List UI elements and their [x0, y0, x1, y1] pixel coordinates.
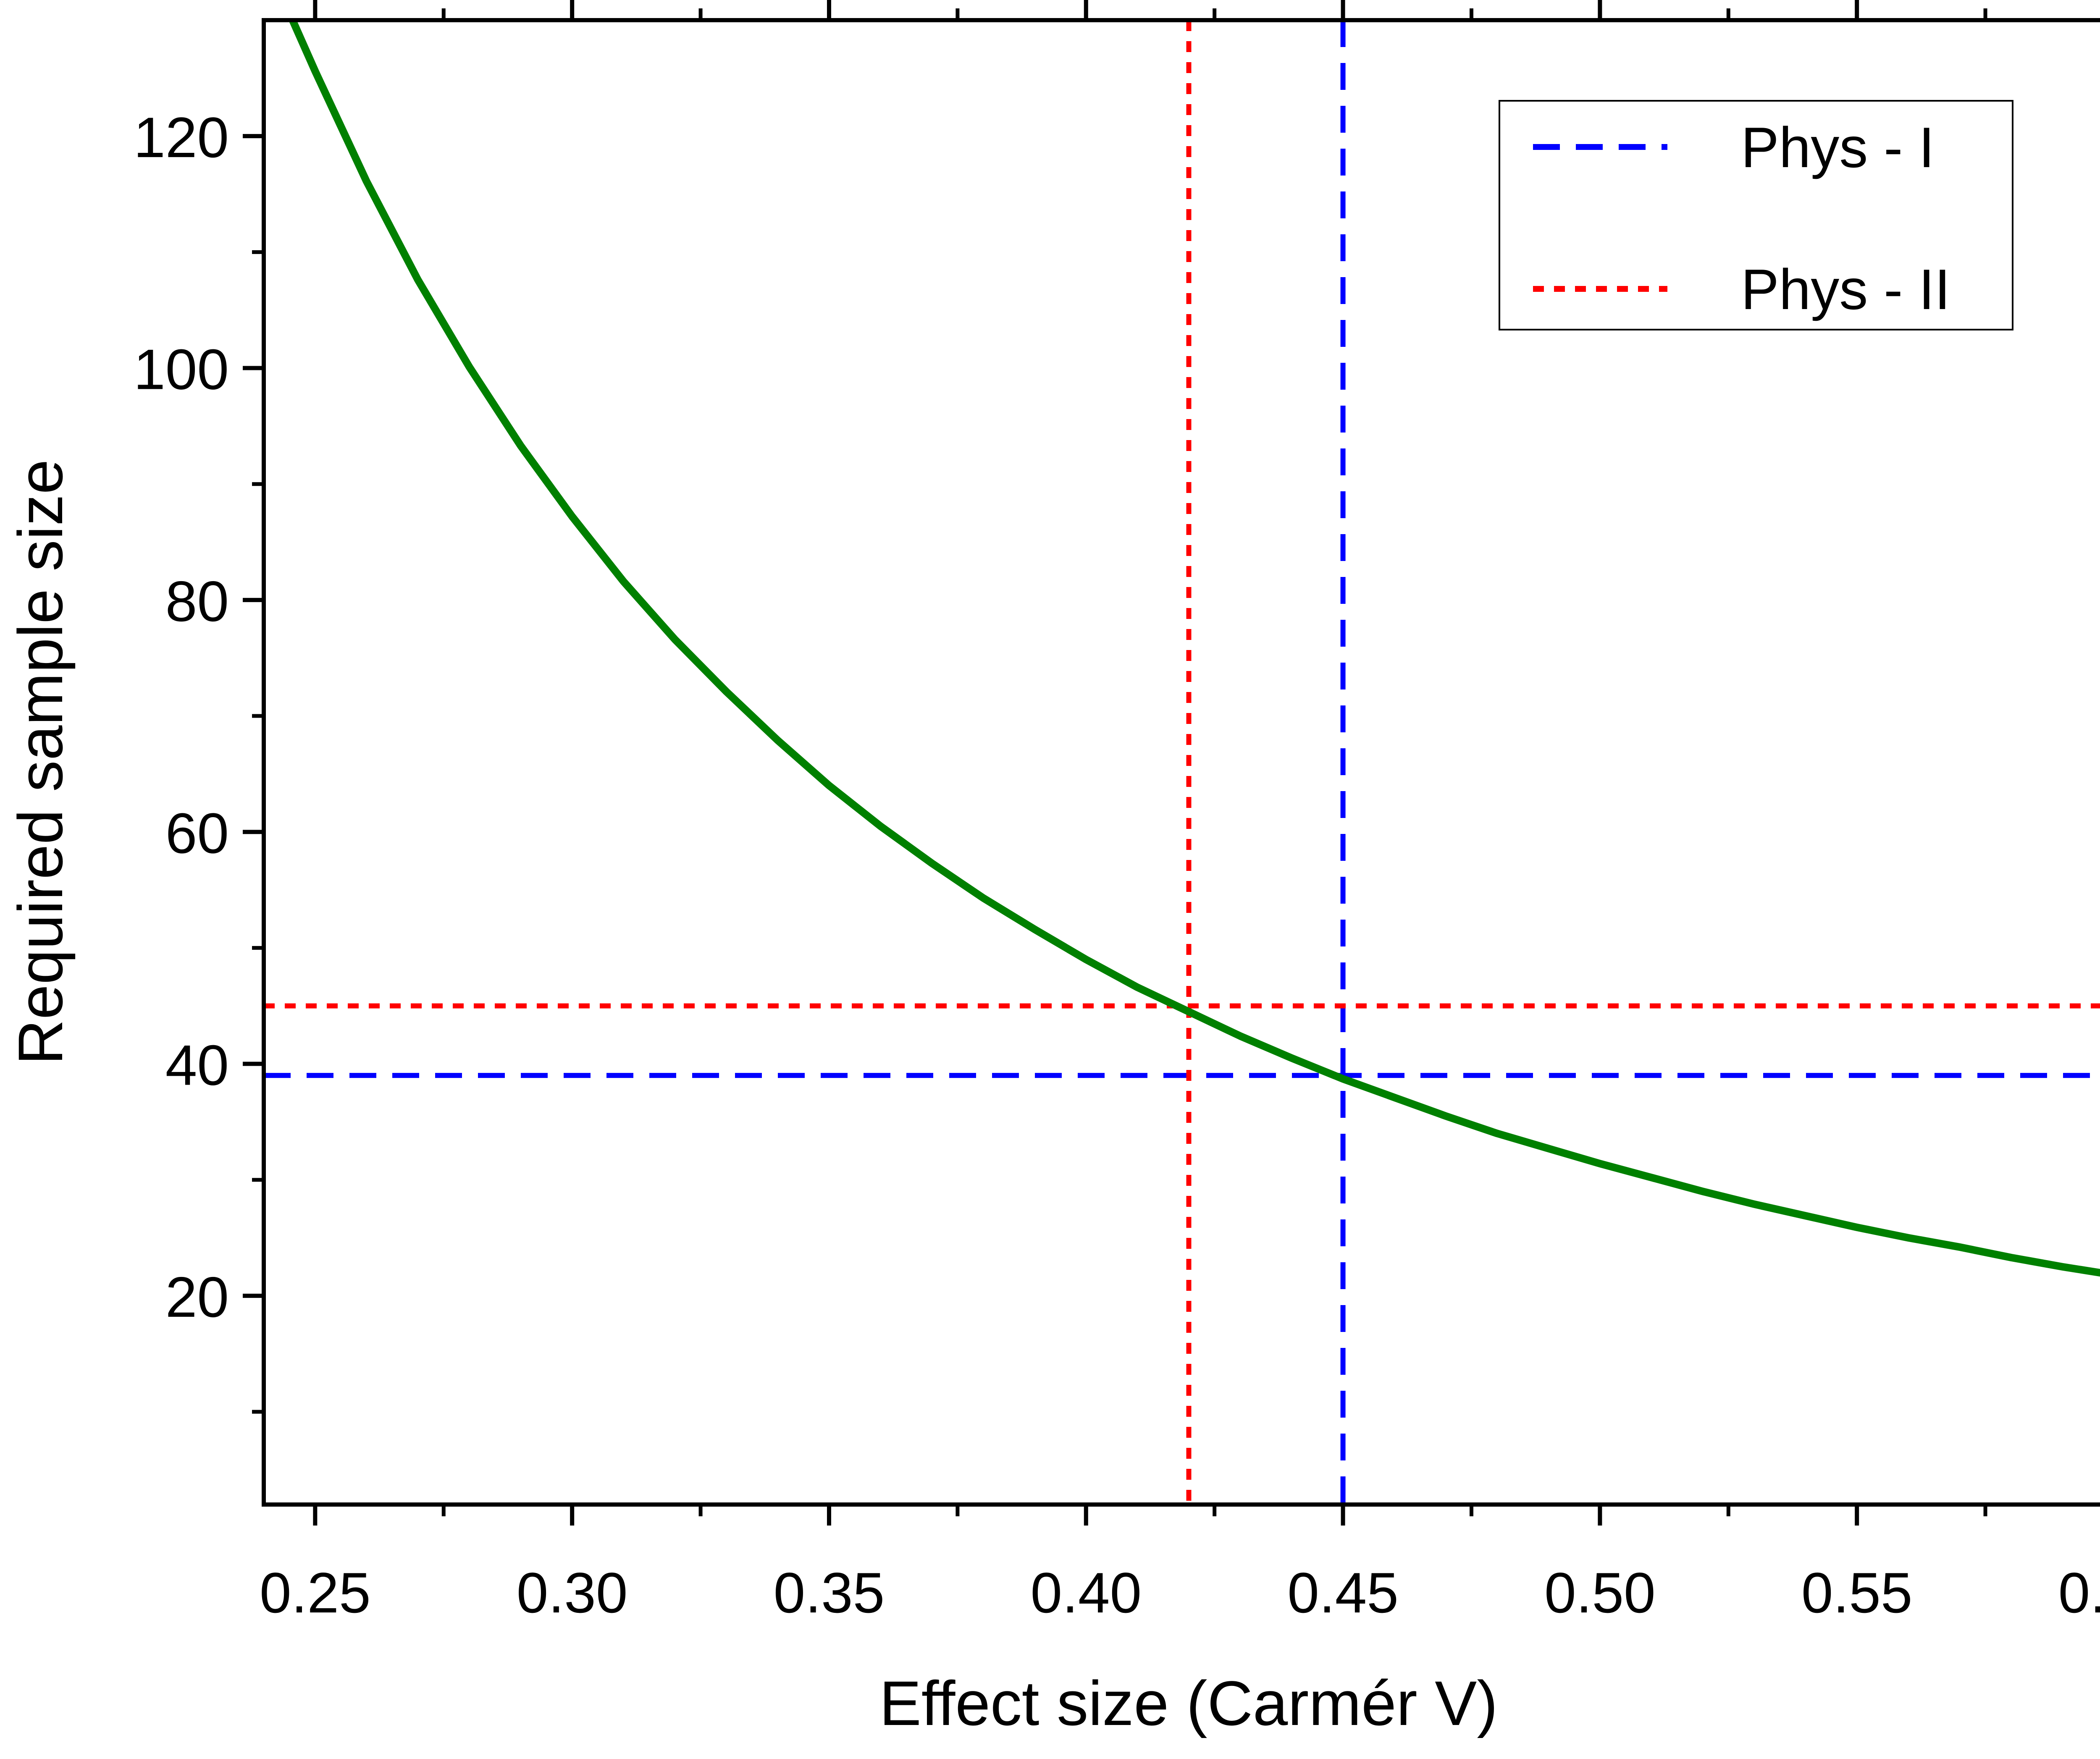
- y-tick-label: 60: [165, 801, 229, 865]
- y-tick-label: 40: [165, 1033, 229, 1097]
- y-tick-label: 80: [165, 569, 229, 633]
- y-tick-label: 100: [134, 338, 229, 401]
- x-tick-label: 0.55: [1801, 1561, 1913, 1625]
- x-axis-title: Effect size (Carmér V): [879, 1668, 1498, 1738]
- series-line-0: [288, 20, 2100, 1277]
- legend-label-phys-i: Phys - I: [1741, 115, 1935, 179]
- x-tick-label: 0.40: [1030, 1561, 1142, 1625]
- plot-frame: [262, 18, 2100, 1507]
- x-tick-label: 0.45: [1287, 1561, 1399, 1625]
- legend: Phys - I Phys - II: [1499, 100, 2013, 330]
- legend-label-phys-ii: Phys - II: [1741, 257, 1950, 321]
- x-tick-label: 0.30: [517, 1561, 628, 1625]
- y-tick-label: 120: [134, 105, 229, 169]
- x-tick-label: 0.25: [260, 1561, 371, 1625]
- y-tick-label: 20: [165, 1265, 229, 1329]
- x-tick-label: 0.50: [1544, 1561, 1656, 1625]
- x-tick-label: 0.35: [774, 1561, 885, 1625]
- x-tick-label: 0.60: [2058, 1561, 2100, 1625]
- y-axis-title: Required sample size: [5, 459, 76, 1065]
